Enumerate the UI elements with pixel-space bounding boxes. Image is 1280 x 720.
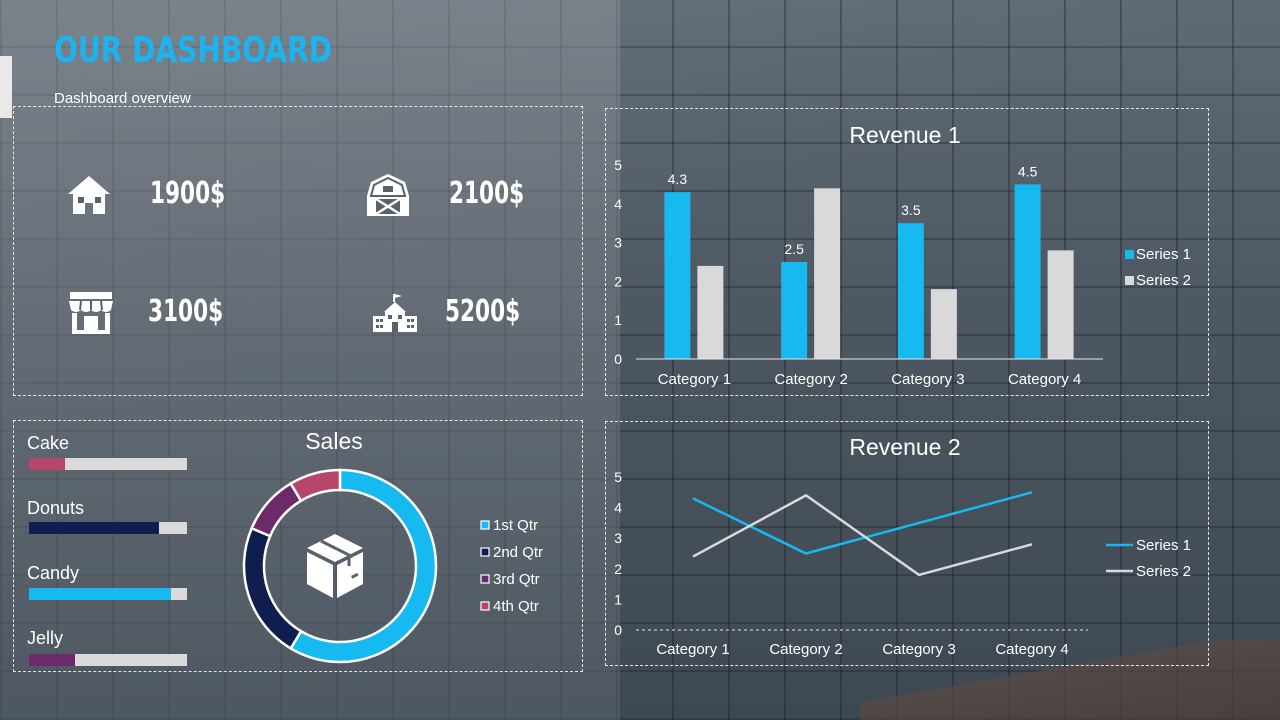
- revenue1-x-tick-2: Category 2: [774, 371, 847, 388]
- progress-bar-cake: [29, 458, 187, 470]
- revenue1-bar-s1-c3: [897, 223, 924, 359]
- revenue1-bar-s2-c3: [930, 289, 957, 359]
- revenue2-y-tick-4: 4: [614, 500, 622, 516]
- progress-fill-cake: [29, 458, 66, 470]
- revenue2-line-series-2: [692, 493, 1033, 577]
- barn-icon: [367, 174, 409, 216]
- revenue1-y-tick-0: 0: [614, 351, 622, 367]
- revenue1-y-tick-2: 2: [614, 273, 622, 289]
- sales-legend-label-3: 3rd Qtr: [493, 571, 540, 588]
- sales-legend-swatch-3: [480, 574, 490, 584]
- progress-bar-candy: [29, 588, 187, 600]
- background-photo: [0, 0, 620, 720]
- revenue1-legend-swatch-2: [1125, 276, 1134, 285]
- progress-bar-jelly: [29, 654, 187, 666]
- progress-label-donuts: Donuts: [27, 498, 85, 518]
- revenue2-y-tick-0: 0: [614, 622, 622, 638]
- revenue1-legend-label-1: Series 1: [1136, 246, 1191, 263]
- side-tab: [0, 56, 12, 118]
- progress-fill-donuts: [29, 522, 159, 534]
- progress-fill-jelly: [29, 654, 75, 666]
- sales-slice-1: [289, 468, 438, 664]
- progress-label-candy: Candy: [27, 563, 80, 583]
- sales-legend-label-1: 1st Qtr: [493, 517, 538, 534]
- sales-legend-swatch-2: [480, 547, 490, 557]
- revenue2-y-tick-2: 2: [614, 561, 622, 577]
- house-icon: [68, 176, 110, 214]
- sales-legend-label-4: 4th Qtr: [493, 598, 539, 615]
- progress-fill-candy: [29, 588, 172, 600]
- revenue1-data-label-c4: 4.5: [1018, 163, 1038, 179]
- revenue2-x-tick-3: Category 3: [882, 641, 955, 658]
- revenue2-line-chart: Revenue 2 0 1 2 3 4 5 Category 1 Category 2 Cat…: [614, 434, 1191, 658]
- revenue2-panel: [605, 421, 1209, 666]
- revenue1-x-tick-1: Category 1: [658, 371, 731, 388]
- revenue1-y-tick-1: 1: [614, 312, 622, 328]
- progress-label-jelly: Jelly: [27, 628, 64, 648]
- revenue2-x-tick-4: Category 4: [995, 641, 1068, 658]
- sales-legend-swatch-1: [480, 520, 490, 530]
- revenue1-x-tick-4: Category 4: [1008, 371, 1081, 388]
- revenue1-panel: [605, 108, 1209, 396]
- kpi-panel: [13, 106, 583, 396]
- revenue2-y-tick-5: 5: [614, 469, 622, 485]
- revenue1-bar-s1-c1: [664, 192, 691, 359]
- package-box-icon: [307, 534, 363, 598]
- revenue1-data-label-c1: 4.3: [668, 171, 688, 187]
- revenue1-x-tick-3: Category 3: [891, 371, 964, 388]
- revenue1-bar-s1-c2: [781, 262, 808, 359]
- revenue1-legend-swatch-1: [1125, 250, 1134, 259]
- revenue2-line-series-1: [692, 491, 1033, 555]
- sales-slice-3: [250, 481, 303, 538]
- revenue2-legend-label-2: Series 2: [1136, 563, 1191, 580]
- kpi-value-2: 2100$: [449, 176, 525, 211]
- revenue2-title: Revenue 2: [849, 434, 960, 460]
- revenue1-data-label-c3: 3.5: [901, 202, 921, 218]
- revenue1-bar-chart: Revenue 1 0 1 2 3 4 5 4.3 2.5 3.5 4.5 Category 1…: [614, 122, 1191, 388]
- sales-slice-4: [289, 468, 342, 503]
- revenue2-legend-label-1: Series 1: [1136, 537, 1191, 554]
- revenue1-bar-s1-c4: [1014, 184, 1041, 359]
- kpi-value-3: 3100$: [148, 294, 224, 329]
- store-icon: [69, 292, 113, 334]
- sales-legend-swatch-4: [480, 601, 490, 611]
- page-subtitle: Dashboard overview: [54, 90, 191, 107]
- revenue1-data-label-c2: 2.5: [784, 241, 804, 257]
- school-building-icon: [373, 294, 417, 332]
- page-title: OUR DASHBOARD: [54, 30, 333, 71]
- progress-bar-donuts: [29, 522, 187, 534]
- revenue1-bar-s2-c1: [697, 265, 724, 359]
- revenue2-x-tick-2: Category 2: [769, 641, 842, 658]
- revenue2-y-tick-1: 1: [614, 591, 622, 607]
- sales-panel: [13, 420, 583, 672]
- revenue2-x-tick-1: Category 1: [656, 641, 729, 658]
- sales-donut-chart: Sales 1st Qtr 2nd Qtr 3rd Qtr 4th Qtr: [242, 428, 543, 664]
- revenue1-legend-label-2: Series 2: [1136, 272, 1191, 289]
- sales-title: Sales: [305, 428, 363, 454]
- revenue1-bar-s2-c2: [814, 188, 841, 359]
- revenue1-bar-s2-c4: [1047, 250, 1074, 359]
- revenue1-y-tick-5: 5: [614, 157, 622, 173]
- kpi-value-1: 1900$: [150, 176, 226, 211]
- revenue2-y-tick-3: 3: [614, 530, 622, 546]
- revenue1-y-tick-3: 3: [614, 235, 622, 251]
- kpi-value-4: 5200$: [445, 294, 521, 329]
- revenue1-title: Revenue 1: [849, 122, 960, 148]
- revenue1-y-tick-4: 4: [614, 196, 622, 212]
- background-floor: [860, 640, 1280, 720]
- sales-slice-2: [242, 526, 303, 651]
- sales-legend-label-2: 2nd Qtr: [493, 544, 543, 561]
- progress-label-cake: Cake: [27, 433, 70, 453]
